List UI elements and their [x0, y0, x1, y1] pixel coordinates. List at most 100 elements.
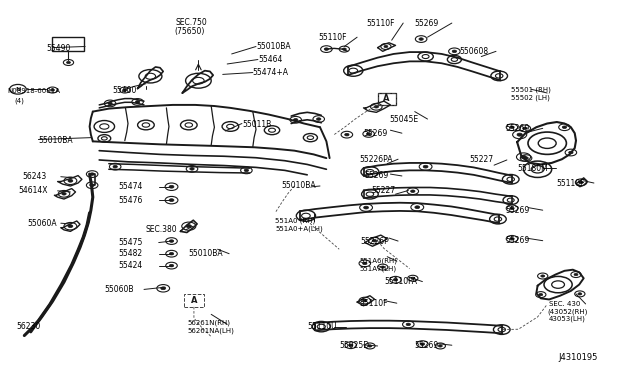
Text: 551A6(RH): 551A6(RH)	[359, 258, 397, 264]
Text: 55110F: 55110F	[557, 179, 586, 187]
Text: 55269: 55269	[506, 124, 530, 133]
Circle shape	[510, 126, 514, 128]
Circle shape	[161, 287, 166, 290]
Circle shape	[419, 38, 423, 40]
Text: 55501 (RH): 55501 (RH)	[511, 87, 550, 93]
Text: 55474: 55474	[118, 182, 143, 191]
Text: 55045E: 55045E	[389, 115, 419, 124]
Circle shape	[169, 199, 174, 202]
Text: 55269: 55269	[415, 19, 439, 28]
Circle shape	[51, 89, 54, 91]
Text: 55226PA: 55226PA	[359, 155, 392, 164]
Circle shape	[170, 264, 173, 267]
Circle shape	[381, 266, 385, 268]
Text: N08918-6081A: N08918-6081A	[8, 88, 61, 94]
Text: 56230: 56230	[16, 322, 40, 331]
Text: 55010BA: 55010BA	[282, 182, 316, 190]
Text: 55110FA: 55110FA	[385, 277, 418, 286]
Text: J4310195: J4310195	[558, 353, 598, 362]
Circle shape	[170, 253, 173, 255]
Text: 55269: 55269	[364, 129, 388, 138]
Text: SEC.750: SEC.750	[176, 18, 208, 27]
Circle shape	[524, 157, 528, 159]
Text: (4): (4)	[14, 97, 24, 104]
Text: 55025D: 55025D	[340, 341, 370, 350]
Text: 56261NA(LH): 56261NA(LH)	[188, 328, 234, 334]
Circle shape	[368, 345, 372, 347]
Circle shape	[374, 106, 378, 108]
Text: 56261N(RH): 56261N(RH)	[188, 319, 230, 326]
Circle shape	[372, 240, 376, 242]
Circle shape	[169, 185, 174, 188]
Text: A: A	[383, 94, 390, 103]
Text: 55060A: 55060A	[27, 219, 56, 228]
Text: 55482: 55482	[118, 249, 143, 258]
Circle shape	[363, 299, 367, 302]
Text: 55424: 55424	[118, 261, 143, 270]
Circle shape	[438, 345, 442, 347]
Circle shape	[317, 118, 321, 120]
Circle shape	[521, 155, 526, 158]
Text: 43053(LH): 43053(LH)	[549, 316, 586, 323]
Circle shape	[423, 165, 428, 168]
Circle shape	[539, 294, 543, 296]
Circle shape	[517, 133, 522, 136]
Text: N: N	[15, 87, 20, 92]
Circle shape	[411, 190, 415, 192]
Circle shape	[68, 225, 73, 228]
Circle shape	[186, 225, 191, 228]
Circle shape	[364, 206, 369, 209]
Bar	[184, 294, 204, 307]
Text: 550608: 550608	[460, 47, 489, 56]
Circle shape	[541, 275, 545, 277]
Text: 551A0+A(LH): 551A0+A(LH)	[275, 225, 323, 232]
Circle shape	[579, 181, 583, 183]
Circle shape	[510, 238, 514, 240]
Circle shape	[452, 50, 456, 52]
Text: 55010BA: 55010BA	[256, 42, 291, 51]
Circle shape	[62, 193, 66, 195]
Circle shape	[67, 61, 70, 64]
Text: SEC. 430: SEC. 430	[549, 301, 580, 307]
Circle shape	[90, 184, 94, 186]
Text: (43052(RH): (43052(RH)	[547, 308, 588, 315]
Text: (75650): (75650)	[175, 27, 205, 36]
Text: 55476: 55476	[118, 196, 143, 205]
Text: 55269: 55269	[364, 171, 388, 180]
Text: 55269: 55269	[506, 206, 530, 215]
Text: 55110F: 55110F	[367, 19, 396, 28]
Text: 55010BA: 55010BA	[38, 136, 73, 145]
Circle shape	[190, 168, 194, 170]
Text: 55269: 55269	[415, 341, 439, 350]
Circle shape	[349, 344, 353, 346]
Circle shape	[384, 45, 388, 48]
Circle shape	[420, 343, 424, 345]
Text: 55011B: 55011B	[242, 120, 271, 129]
Circle shape	[113, 166, 117, 168]
Circle shape	[510, 207, 514, 209]
Text: 55474+A: 55474+A	[253, 68, 289, 77]
Circle shape	[363, 262, 367, 264]
Text: 55400: 55400	[112, 86, 136, 95]
Circle shape	[170, 240, 173, 242]
Text: 55110F: 55110F	[319, 33, 348, 42]
Circle shape	[342, 48, 346, 50]
Text: 54614X: 54614X	[18, 186, 47, 195]
Circle shape	[574, 273, 578, 276]
Circle shape	[324, 48, 328, 50]
Circle shape	[244, 169, 248, 171]
Circle shape	[294, 119, 298, 121]
Text: 55464: 55464	[258, 55, 282, 64]
Circle shape	[411, 277, 415, 279]
Text: 55060B: 55060B	[104, 285, 134, 294]
Text: 55226P: 55226P	[360, 237, 389, 246]
Text: 55227: 55227	[371, 186, 396, 195]
Text: 55502 (LH): 55502 (LH)	[511, 94, 550, 101]
Text: 551A0 (RH): 551A0 (RH)	[275, 217, 316, 224]
Circle shape	[90, 173, 94, 175]
Circle shape	[563, 126, 566, 128]
Circle shape	[415, 206, 420, 209]
Bar	[378, 93, 396, 105]
Text: 56243: 56243	[22, 172, 47, 181]
Text: 55269: 55269	[506, 236, 530, 245]
